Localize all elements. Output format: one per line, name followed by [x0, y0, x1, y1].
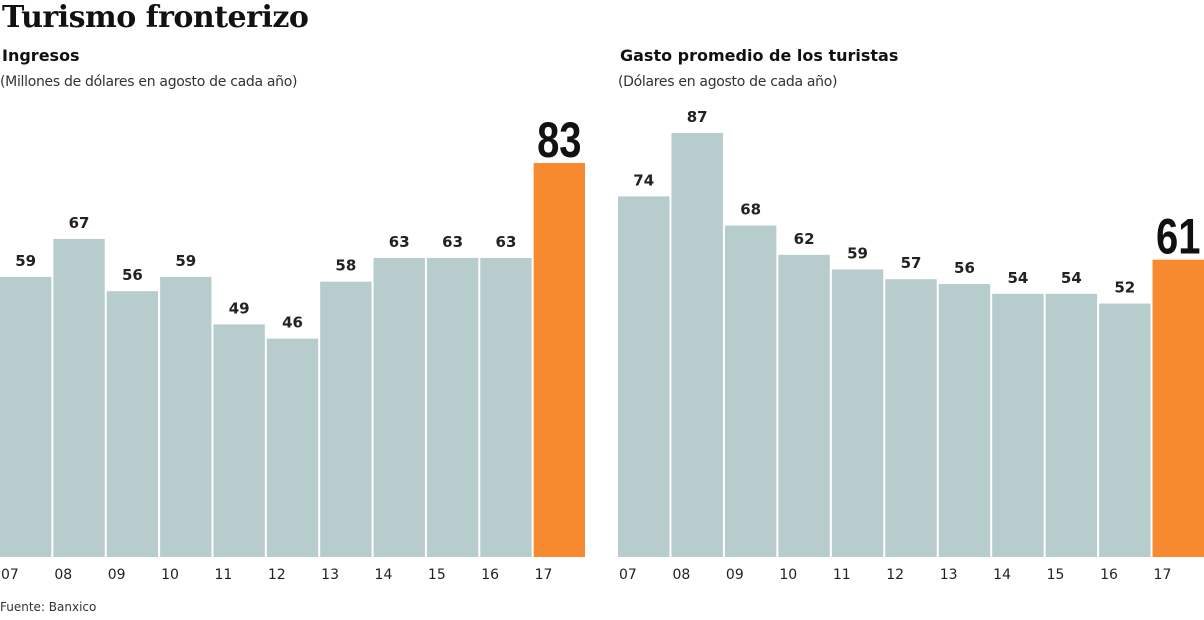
- x-tick-label-2-13: 13: [940, 567, 958, 583]
- bar-2-13: [938, 284, 991, 557]
- x-tick-label-1-13: 13: [321, 567, 339, 583]
- value-label-2-07: 74: [633, 171, 654, 189]
- bar-2-10: [778, 254, 830, 557]
- bar-1-12: [266, 338, 319, 557]
- x-tick-label-1-16: 16: [481, 567, 499, 583]
- value-label-1-15: 63: [442, 233, 463, 251]
- bar-1-13: [320, 281, 372, 557]
- x-tick-label-1-17: 17: [535, 567, 553, 583]
- value-label-1-08: 67: [69, 214, 90, 232]
- x-tick-label-2-17: 17: [1154, 567, 1172, 583]
- bar-2-07: [618, 196, 670, 557]
- bar-2-09: [724, 225, 777, 557]
- x-tick-label-2-11: 11: [833, 567, 851, 583]
- chart-1-title: Ingresos: [2, 46, 80, 65]
- value-label-1-11: 49: [229, 299, 250, 317]
- value-label-1-16: 63: [496, 233, 517, 251]
- value-label-2-17: 61: [1156, 208, 1200, 264]
- bar-2-14: [992, 293, 1044, 557]
- value-label-2-15: 54: [1061, 269, 1082, 287]
- bar-1-16: [480, 257, 532, 557]
- x-tick-label-1-07: 07: [1, 567, 19, 583]
- bar-1-15: [426, 257, 479, 557]
- bar-2-08: [671, 133, 723, 557]
- x-tick-label-2-15: 15: [1047, 567, 1065, 583]
- x-tick-label-2-09: 09: [726, 567, 744, 583]
- x-tick-label-2-16: 16: [1100, 567, 1118, 583]
- value-label-2-10: 62: [794, 230, 815, 248]
- value-label-2-12: 57: [901, 254, 922, 272]
- value-label-1-09: 56: [122, 266, 143, 284]
- x-tick-label-1-11: 11: [214, 567, 232, 583]
- bar-2-17: [1152, 259, 1204, 557]
- bar-1-09: [106, 291, 159, 557]
- bar-1-07: [0, 276, 52, 557]
- value-label-1-13: 58: [335, 257, 356, 275]
- value-label-1-10: 59: [175, 252, 196, 270]
- x-tick-label-2-08: 08: [672, 567, 690, 583]
- bar-2-12: [885, 279, 937, 557]
- value-label-2-08: 87: [687, 108, 708, 126]
- value-label-2-13: 56: [954, 259, 975, 277]
- x-tick-label-2-14: 14: [993, 567, 1011, 583]
- bar-1-14: [373, 257, 425, 557]
- x-tick-label-1-10: 10: [161, 567, 179, 583]
- value-label-1-12: 46: [282, 314, 303, 332]
- x-tick-label-1-15: 15: [428, 567, 446, 583]
- x-tick-label-1-09: 09: [108, 567, 126, 583]
- bar-2-11: [831, 269, 884, 557]
- source-note: Fuente: Banxico: [0, 600, 97, 614]
- bar-1-08: [53, 238, 105, 557]
- value-label-2-09: 68: [740, 201, 761, 219]
- x-tick-label-1-12: 12: [268, 567, 286, 583]
- chart-2-subtitle: (Dólares en agosto de cada año): [618, 74, 838, 90]
- x-tick-label-2-10: 10: [779, 567, 797, 583]
- bar-2-15: [1045, 293, 1098, 557]
- chart-2-title: Gasto promedio de los turistas: [620, 46, 899, 65]
- x-tick-label-2-07: 07: [619, 567, 637, 583]
- value-label-1-07: 59: [15, 252, 36, 270]
- x-tick-label-1-14: 14: [375, 567, 393, 583]
- bar-2-16: [1099, 303, 1151, 557]
- value-label-2-14: 54: [1007, 269, 1028, 287]
- chart-1-subtitle: (Millones de dólares en agosto de cada a…: [0, 74, 298, 90]
- value-label-1-14: 63: [389, 233, 410, 251]
- x-tick-label-2-12: 12: [886, 567, 904, 583]
- x-tick-label-1-08: 08: [54, 567, 72, 583]
- value-label-1-17: 83: [537, 112, 581, 168]
- page-title: Turismo fronterizo: [2, 0, 309, 35]
- bar-1-11: [213, 324, 265, 557]
- bar-1-10: [160, 276, 212, 557]
- value-label-2-11: 59: [847, 244, 868, 262]
- value-label-2-16: 52: [1114, 279, 1135, 297]
- bar-1-17: [533, 163, 585, 557]
